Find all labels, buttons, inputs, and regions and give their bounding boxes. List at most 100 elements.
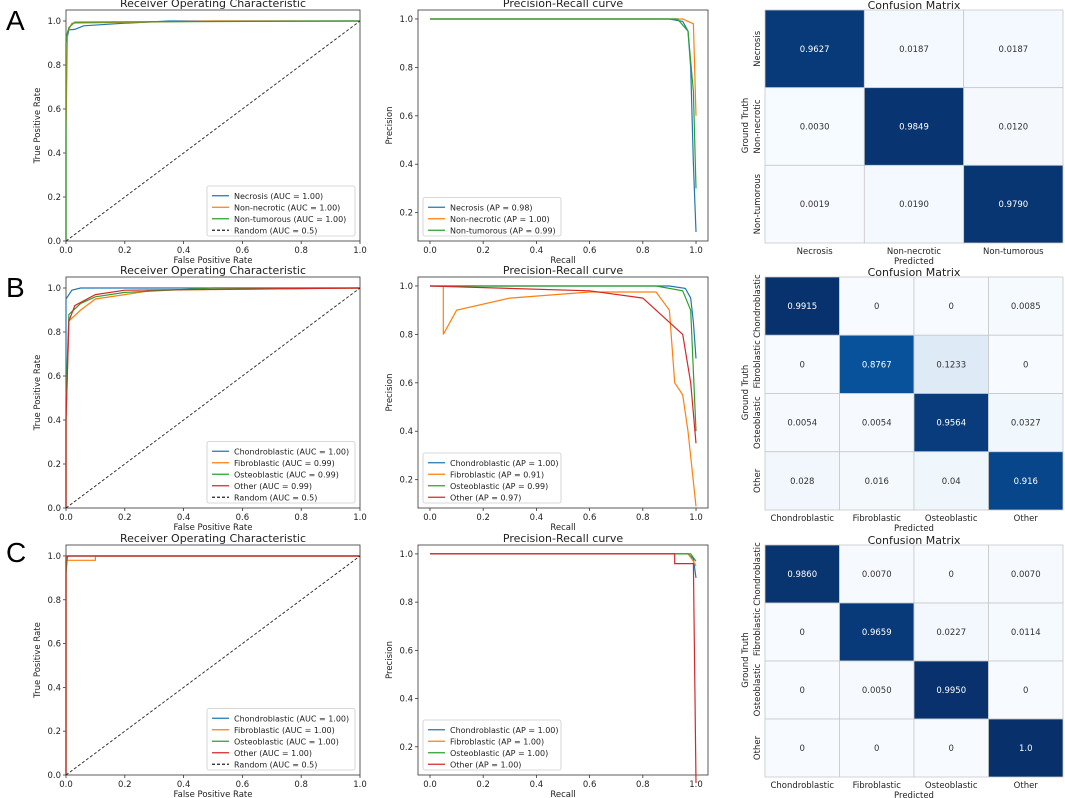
cell-value: 0.916 (1014, 477, 1038, 487)
cell-value: 0 (874, 744, 879, 754)
cell-value: 0.8767 (862, 360, 892, 370)
y-tick-label: 0.2 (399, 209, 413, 219)
series-line (65, 555, 360, 775)
cell-value: 0 (949, 570, 954, 580)
y-tick-label: Chondroblastic (753, 542, 763, 606)
y-axis-label: Ground Truth (741, 98, 751, 154)
y-tick-label: 0.6 (399, 112, 413, 122)
y-tick-label: Other (753, 468, 763, 493)
matrix-cell (863, 9, 965, 89)
cell-value: 0.9564 (936, 419, 966, 429)
legend-entry: Necrosis (AP = 0.98) (450, 203, 533, 212)
y-tick-label: 0.2 (47, 727, 61, 737)
x-tick-label: 0.2 (118, 780, 132, 790)
matrix-cell (839, 602, 915, 662)
y-tick-label: Non-necrotic (753, 99, 763, 154)
cell-value: 0.0070 (1011, 570, 1041, 580)
matrix-cell (839, 451, 915, 511)
cell-value: 0.0190 (899, 200, 929, 210)
legend-entry: Chondroblastic (AUC = 1.00) (234, 447, 349, 456)
legend-entry: Random (AUC = 0.5) (234, 226, 317, 235)
cell-value: 0.016 (865, 477, 889, 487)
cell-value: 0.9790 (998, 200, 1028, 210)
legend-box (206, 708, 356, 771)
legend-entry: Chondroblastic (AP = 1.00) (450, 459, 559, 468)
legend-entry: Non-tumorous (AUC = 1.00) (234, 215, 346, 224)
matrix-cell (764, 9, 865, 89)
y-tick-label: 0.2 (399, 743, 413, 753)
y-tick-label: Fibroblastic (753, 340, 763, 389)
roc-chart: Receiver Operating Characteristic 0.0 0.2 0… (33, 532, 367, 798)
matrix-cell (839, 276, 915, 336)
y-axis-label: True Positive Rate (33, 88, 43, 165)
matrix-cell (963, 87, 1064, 166)
y-tick-label: Chondroblastic (753, 274, 763, 338)
x-tick-label: 0.6 (236, 780, 250, 790)
x-tick-label: Fibroblastic (853, 514, 902, 524)
legend-entry: Other (AP = 0.97) (450, 493, 521, 502)
confusion-matrix: Confusion Matrix 0.9860 0.0070 0 0.0070 0 0.96… (741, 534, 1064, 798)
cell-value: 0.0120 (998, 123, 1028, 133)
y-tick-label: 0.8 (47, 61, 61, 71)
matrix-cell (839, 718, 915, 778)
legend-entry: Fibroblastic (AUC = 1.00) (234, 726, 335, 735)
y-tick-label: 0.2 (47, 193, 61, 203)
y-tick-label: 0.4 (399, 160, 413, 170)
matrix-cell (764, 660, 840, 720)
x-tick-label: 0.0 (59, 246, 73, 256)
cell-value: 0.0050 (862, 686, 892, 696)
pr-chart: Precision-Recall curve 0.0 0.2 0.4 0.6 0.8 1.0… (385, 532, 709, 798)
legend: Necrosis (AP = 0.98) Non-necrotic (AP = 1… (422, 197, 562, 237)
y-tick-label: 0.6 (47, 105, 61, 115)
chart-title: Receiver Operating Characteristic (120, 264, 306, 277)
legend-entry: Necrosis (AUC = 1.00) (234, 192, 323, 201)
matrix-cell (764, 718, 840, 778)
y-axis-label: Precision (385, 374, 395, 412)
series-line (430, 285, 697, 432)
cell-value: 0.9627 (800, 45, 830, 55)
y-tick-label: 0.0 (47, 237, 61, 247)
matrix-cell (863, 164, 965, 244)
legend-entry: Non-necrotic (AP = 1.00) (450, 215, 550, 224)
y-axis-label: Ground Truth (741, 632, 751, 688)
cell-value: 0.9659 (862, 628, 892, 638)
series-line (442, 286, 697, 507)
cell-value: 0.9915 (787, 302, 817, 312)
x-tick-label: 0.4 (530, 780, 544, 790)
x-tick-label: 0.8 (294, 513, 308, 523)
x-tick-label: 0.4 (177, 246, 191, 256)
series-line (65, 555, 361, 776)
y-tick-label: Osteoblastic (753, 396, 763, 449)
x-tick-label: 1.0 (353, 246, 367, 256)
cell-value: 0 (1023, 686, 1028, 696)
y-tick-label: 0.4 (47, 416, 61, 426)
matrix-cell (839, 544, 915, 604)
x-tick-label: 1.0 (689, 780, 703, 790)
legend-box (206, 441, 356, 504)
y-tick-label: 0.6 (47, 640, 61, 650)
x-tick-label: Osteoblastic (925, 781, 978, 791)
x-tick-label: 0.2 (476, 513, 490, 523)
y-tick-label: 0.4 (399, 427, 413, 437)
panel-label: A (6, 5, 25, 36)
x-tick-label: Other (1014, 514, 1039, 524)
x-axis-label: Recall (550, 523, 575, 533)
chart-title: Receiver Operating Characteristic (120, 0, 306, 10)
legend-entry: Fibroblastic (AUC = 0.99) (234, 459, 335, 468)
matrix-cell (988, 276, 1064, 336)
x-axis-label: Recall (550, 256, 575, 266)
x-tick-label: Non-necrotic (887, 247, 942, 257)
cell-value: 0.0070 (862, 570, 892, 580)
x-tick-label: 0.6 (236, 513, 250, 523)
legend-entry: Random (AUC = 0.5) (234, 493, 317, 502)
cell-value: 0.9849 (899, 123, 929, 133)
series-line (65, 20, 361, 241)
cell-value: 0.0327 (1011, 419, 1041, 429)
x-tick-label: 0.0 (59, 513, 73, 523)
chart-title: Precision-Recall curve (503, 0, 623, 10)
y-axis-label: Precision (385, 107, 395, 145)
x-tick-label: 0.8 (636, 780, 650, 790)
legend: Chondroblastic (AUC = 1.00) Fibroblastic … (206, 708, 356, 771)
y-tick-label: 1.0 (47, 17, 61, 27)
y-tick-label: 0.6 (47, 372, 61, 382)
